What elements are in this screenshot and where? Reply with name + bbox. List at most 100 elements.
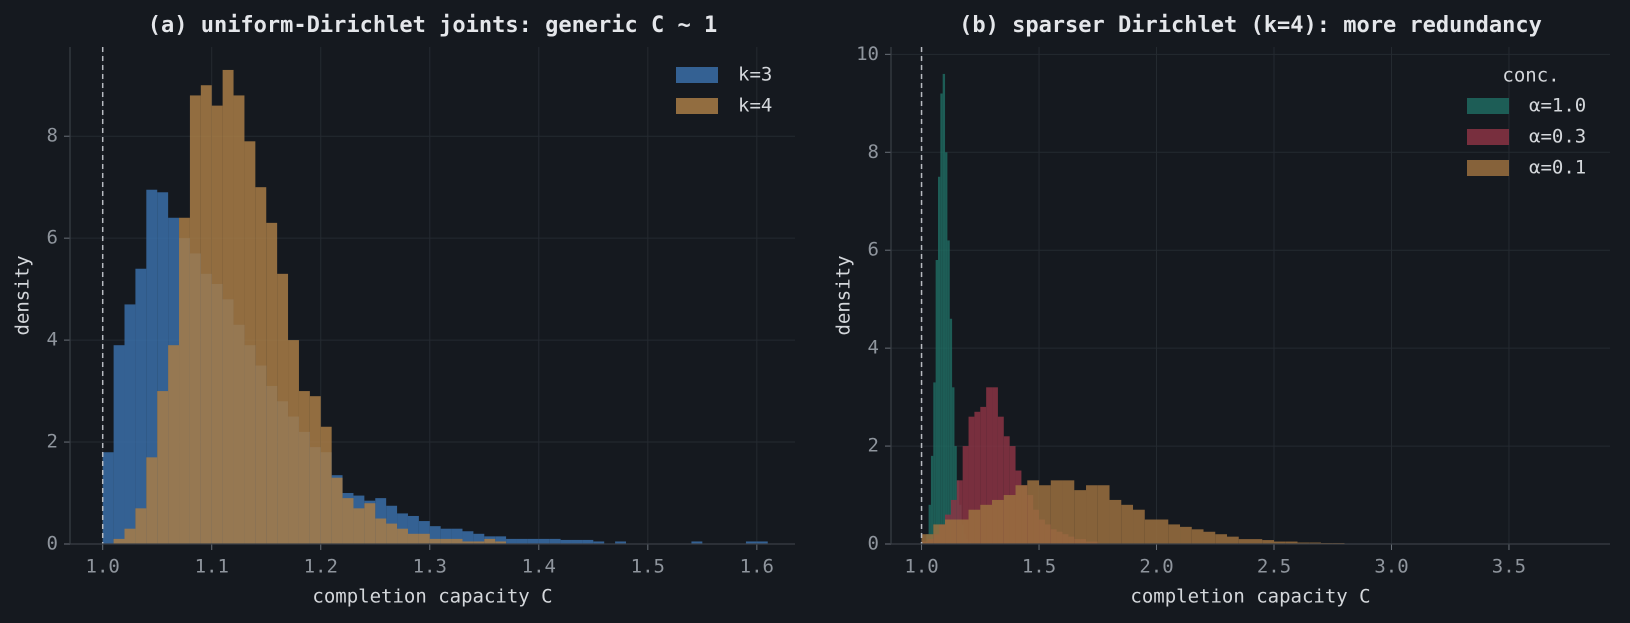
x-tick-label: 2.5 <box>1257 556 1291 578</box>
histogram-bar <box>1227 536 1239 544</box>
y-tick-label: 0 <box>868 533 879 555</box>
histogram-bar <box>1015 485 1028 544</box>
histogram-bar <box>407 515 419 544</box>
histogram-bar <box>495 541 507 544</box>
histogram-bar <box>968 509 981 544</box>
histogram-bar <box>418 521 430 544</box>
histogram-bar <box>277 273 289 544</box>
x-tick-label: 1.0 <box>86 556 120 578</box>
legend-label: k=4 <box>738 95 772 117</box>
histogram-bar <box>375 518 387 544</box>
histogram-bar <box>473 541 485 544</box>
histogram-bar <box>506 538 517 544</box>
histogram-bar <box>157 192 169 544</box>
histogram-bar <box>945 152 948 544</box>
x-tick-label: 1.6 <box>740 556 774 578</box>
histogram-bar <box>266 222 278 544</box>
histogram-bar <box>954 446 957 544</box>
histogram-bar <box>200 85 212 544</box>
histogram-bar <box>974 411 981 544</box>
chart-title: (b) sparser Dirichlet (k=4): more redund… <box>959 13 1542 38</box>
histogram-bar <box>309 396 321 544</box>
histogram-bar <box>593 541 605 544</box>
x-tick-label: 3.0 <box>1374 556 1408 578</box>
histogram-bar <box>1180 526 1192 544</box>
histogram-bar <box>930 455 934 544</box>
histogram-bar <box>1003 495 1016 544</box>
histogram-bar <box>1003 436 1010 544</box>
histogram-bar <box>1039 485 1051 544</box>
histogram-bar <box>146 457 158 544</box>
histogram-bar <box>1285 541 1298 544</box>
histogram-bar <box>418 533 430 544</box>
histogram-bar <box>980 406 987 544</box>
histogram-bar <box>1273 541 1286 544</box>
histogram-bar <box>440 528 452 544</box>
histogram-bar <box>1156 519 1169 544</box>
y-tick-label: 4 <box>868 337 879 359</box>
legend-swatch <box>676 98 718 114</box>
histogram-bar <box>1050 480 1063 544</box>
histogram-bar <box>1297 542 1310 544</box>
histogram-bar <box>942 73 946 545</box>
histogram-bar <box>1203 531 1216 544</box>
chart-title: (a) uniform-Dirichlet joints: generic C … <box>148 13 718 38</box>
histogram-bar <box>997 416 1004 544</box>
y-tick-label: 2 <box>47 431 58 453</box>
histogram-bar <box>933 382 936 544</box>
histogram-bar <box>124 304 136 544</box>
histogram-bar <box>1191 529 1204 544</box>
histogram-bar <box>353 508 365 544</box>
histogram-bar <box>168 345 180 544</box>
histogram-bar <box>429 526 441 544</box>
histogram-bar <box>124 528 136 544</box>
y-tick-label: 2 <box>868 435 879 457</box>
histogram-bar <box>538 538 550 544</box>
histogram-bar <box>691 541 703 544</box>
y-tick-label: 0 <box>47 533 58 555</box>
histogram-bar <box>1262 540 1274 544</box>
histogram-bar <box>1168 524 1181 544</box>
histogram-bar <box>1109 499 1122 544</box>
histogram-bar <box>945 519 957 544</box>
histogram-bar <box>298 391 310 544</box>
histogram-bar <box>992 499 1004 544</box>
histogram-bar <box>1133 509 1145 544</box>
histogram-bar <box>992 387 998 544</box>
histogram-bar <box>986 387 993 544</box>
histogram-bar <box>146 189 158 544</box>
histogram-bar <box>386 523 398 544</box>
x-tick-label: 1.2 <box>304 556 338 578</box>
histogram-bar <box>462 541 474 544</box>
histogram-bar <box>244 141 256 545</box>
legend-label: α=0.1 <box>1529 157 1586 179</box>
histogram-bar <box>288 340 299 544</box>
histogram-bar <box>233 95 245 544</box>
y-tick-label: 6 <box>47 227 58 249</box>
histogram-bar <box>1086 485 1098 544</box>
histogram-bar <box>135 508 147 544</box>
histogram-bar <box>928 504 931 544</box>
histogram-bar <box>473 533 485 544</box>
histogram-bar <box>179 217 190 544</box>
x-tick-label: 1.5 <box>1022 556 1056 578</box>
y-axis-label: density <box>12 255 34 335</box>
histogram-bar <box>947 240 950 544</box>
x-tick-label: 3.5 <box>1492 556 1526 578</box>
legend-swatch <box>1467 129 1509 145</box>
x-axis-label: completion capacity C <box>1130 586 1370 608</box>
legend-label: α=1.0 <box>1529 95 1586 117</box>
histogram-bar <box>462 531 474 544</box>
legend-swatch <box>676 67 718 83</box>
histogram-bar <box>745 541 757 544</box>
legend-title: conc. <box>1502 65 1559 87</box>
histogram-bar <box>495 536 507 544</box>
histogram-bar <box>113 345 125 544</box>
histogram-bar <box>933 524 946 544</box>
histogram-bar <box>980 504 993 544</box>
histogram-bar <box>968 416 975 544</box>
histogram-bar <box>935 260 938 544</box>
histogram-bar <box>342 498 354 544</box>
legend-label: k=3 <box>738 64 772 86</box>
